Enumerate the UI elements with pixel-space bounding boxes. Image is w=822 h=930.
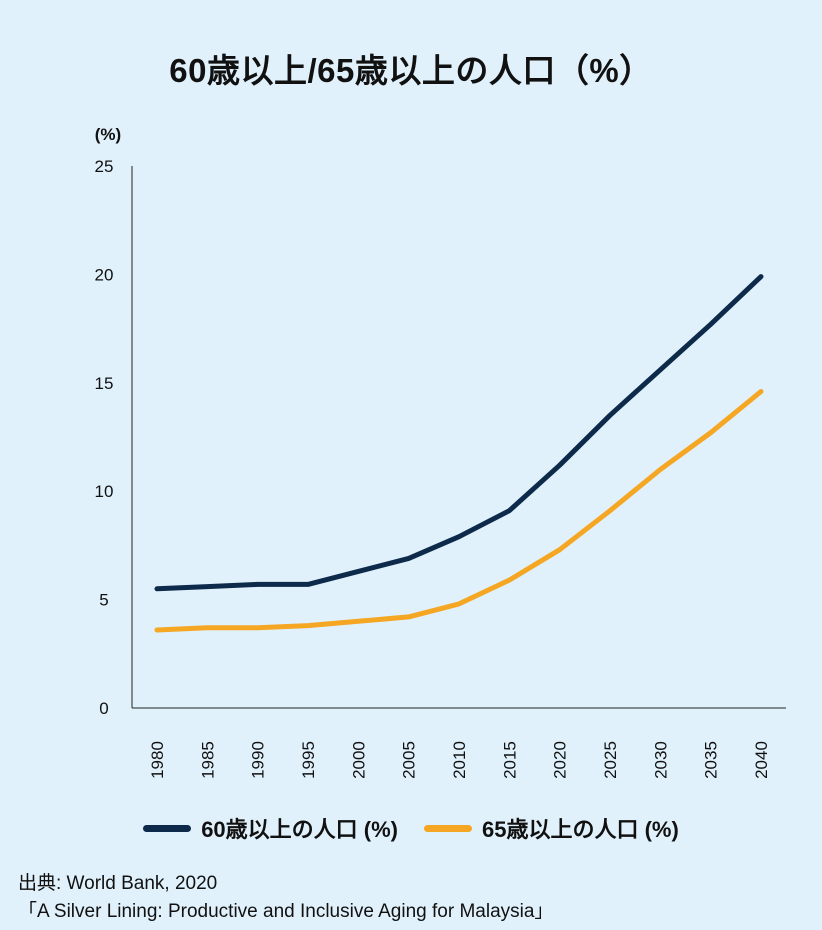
- legend-item-65: 65歳以上の人口 (%): [424, 812, 679, 844]
- legend-swatch-65: [424, 824, 472, 832]
- source-line-1: 出典: World Bank, 2020: [18, 873, 218, 894]
- x-tick-label: 1980: [148, 741, 167, 779]
- x-tick-label: 1985: [198, 741, 217, 779]
- y-tick-label: 15: [95, 374, 114, 393]
- x-tick-label: 2040: [752, 741, 771, 779]
- source-line-2: 「A Silver Lining: Productive and Inclusi…: [18, 901, 554, 922]
- chart-series: [154, 274, 764, 633]
- x-tick-label: 2015: [500, 741, 519, 779]
- x-tick-label: 1995: [299, 741, 318, 779]
- series-line-60: [154, 274, 764, 592]
- legend-label-65: 65歳以上の人口 (%): [482, 817, 679, 842]
- legend-label-60: 60歳以上の人口 (%): [201, 817, 398, 842]
- series-line-65: [154, 389, 764, 633]
- legend-swatch-60: [143, 824, 192, 832]
- x-tick-label: 2020: [551, 741, 570, 779]
- x-tick-label: 2025: [601, 741, 620, 779]
- x-tick-label: 2005: [400, 741, 419, 779]
- legend-item-60: 60歳以上の人口 (%): [143, 812, 398, 844]
- y-tick-label: 20: [95, 265, 114, 284]
- y-tick-label: 5: [99, 591, 108, 610]
- y-unit-label: (%): [95, 125, 121, 144]
- source-note: 出典: World Bank, 2020 「A Silver Lining: P…: [18, 870, 553, 926]
- x-tick-label: 1990: [249, 741, 268, 779]
- x-tick-label: 2035: [702, 741, 721, 779]
- y-tick-label: 0: [99, 699, 108, 718]
- chart-legend: 60歳以上の人口 (%) 65歳以上の人口 (%): [0, 812, 822, 844]
- x-tick-label: 2010: [450, 741, 469, 779]
- y-tick-label: 10: [95, 482, 114, 501]
- x-tick-label: 2000: [349, 741, 368, 779]
- y-tick-label: 25: [95, 157, 114, 176]
- chart-title: 60歳以上/65歳以上の人口（%）: [169, 52, 653, 89]
- x-tick-label: 2030: [651, 741, 670, 779]
